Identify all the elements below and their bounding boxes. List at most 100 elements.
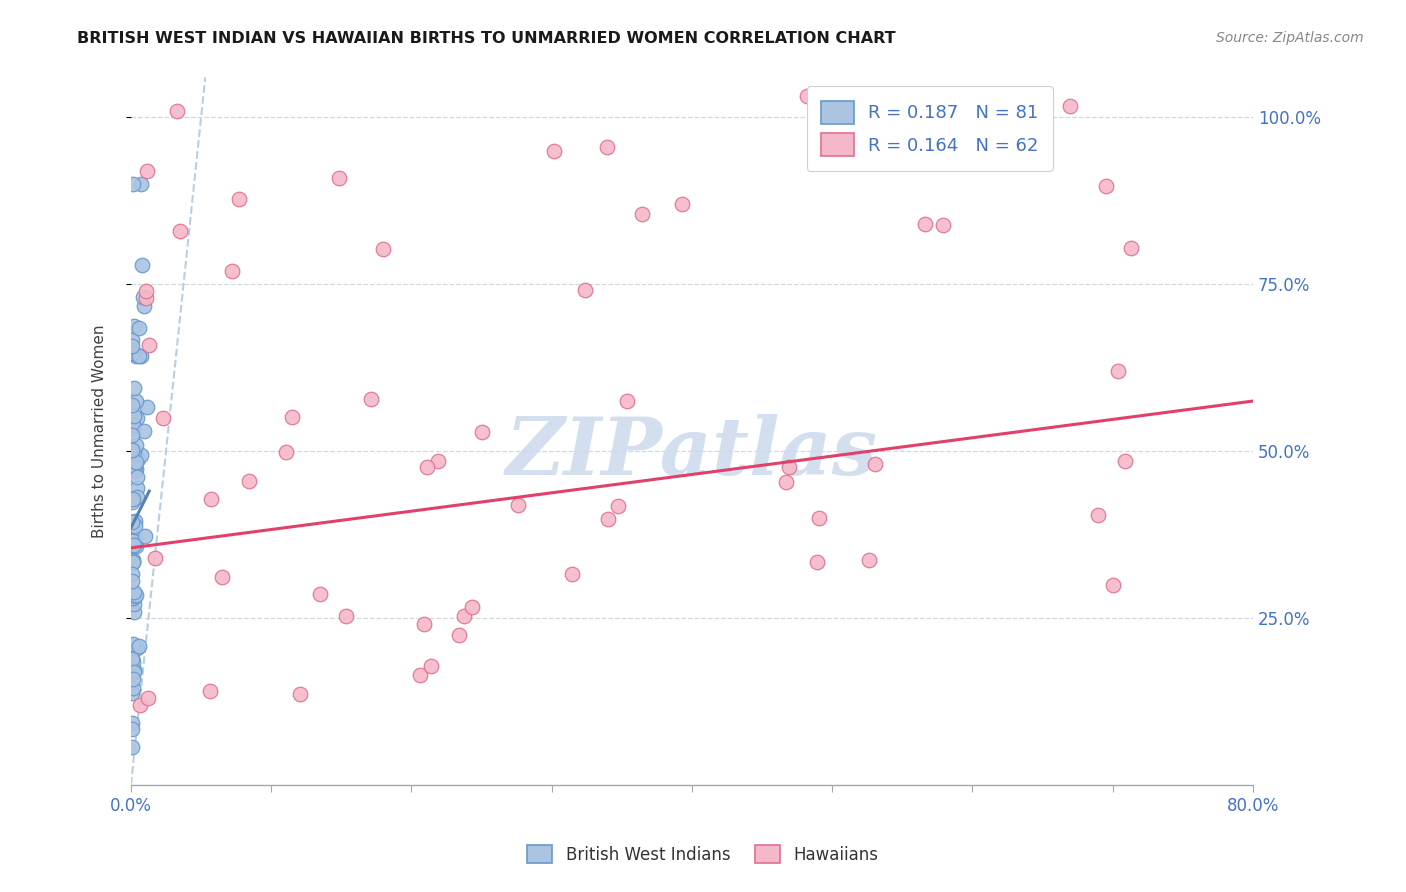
Point xyxy=(121,651,143,665)
Point xyxy=(863,457,886,471)
Point xyxy=(796,88,818,103)
Point xyxy=(134,529,156,543)
Point xyxy=(561,566,583,581)
Point xyxy=(121,686,143,700)
Point xyxy=(889,125,911,139)
Point xyxy=(129,349,152,363)
Point xyxy=(121,515,143,529)
Point xyxy=(132,289,155,303)
Point xyxy=(136,691,159,706)
Point xyxy=(125,490,148,504)
Point xyxy=(371,242,394,256)
Point xyxy=(122,665,145,679)
Point xyxy=(122,418,145,433)
Point xyxy=(121,567,143,582)
Point xyxy=(128,639,150,653)
Point xyxy=(129,698,152,712)
Point xyxy=(1059,99,1081,113)
Point xyxy=(671,197,693,211)
Point xyxy=(413,617,436,632)
Point xyxy=(129,448,152,462)
Point xyxy=(598,512,620,526)
Point xyxy=(152,411,174,425)
Legend: British West Indians, Hawaiians: British West Indians, Hawaiians xyxy=(520,838,886,871)
Point xyxy=(121,739,143,754)
Point xyxy=(124,464,146,478)
Point xyxy=(309,587,332,601)
Point xyxy=(135,284,157,298)
Text: Source: ZipAtlas.com: Source: ZipAtlas.com xyxy=(1216,31,1364,45)
Point xyxy=(409,668,432,682)
Point xyxy=(574,284,596,298)
Point xyxy=(807,511,830,525)
Point xyxy=(121,541,143,555)
Point xyxy=(122,637,145,651)
Point xyxy=(121,722,143,736)
Point xyxy=(121,652,143,666)
Point xyxy=(606,499,628,513)
Point xyxy=(596,140,619,154)
Point xyxy=(121,715,143,730)
Point xyxy=(778,460,800,475)
Point xyxy=(931,218,953,232)
Point xyxy=(143,551,166,566)
Point xyxy=(125,394,148,409)
Point xyxy=(274,445,297,459)
Point xyxy=(460,600,482,615)
Point xyxy=(122,655,145,669)
Point xyxy=(122,681,145,695)
Point xyxy=(211,570,233,584)
Point xyxy=(131,258,153,272)
Point xyxy=(925,128,948,142)
Point xyxy=(121,462,143,476)
Point xyxy=(122,318,145,333)
Legend: R = 0.187   N = 81, R = 0.164   N = 62: R = 0.187 N = 81, R = 0.164 N = 62 xyxy=(807,87,1053,170)
Point xyxy=(125,462,148,476)
Point xyxy=(335,608,357,623)
Point xyxy=(121,398,143,412)
Point xyxy=(221,264,243,278)
Point xyxy=(128,321,150,335)
Point xyxy=(121,664,143,678)
Point xyxy=(125,588,148,602)
Point xyxy=(121,346,143,360)
Point xyxy=(122,345,145,359)
Point xyxy=(616,394,638,409)
Point xyxy=(200,492,222,507)
Point xyxy=(127,411,149,425)
Point xyxy=(169,224,191,238)
Point xyxy=(122,535,145,549)
Point xyxy=(124,514,146,528)
Point xyxy=(427,454,450,468)
Point xyxy=(138,338,160,352)
Point xyxy=(136,164,159,178)
Point xyxy=(1119,241,1142,255)
Point xyxy=(122,444,145,458)
Point xyxy=(122,591,145,605)
Point xyxy=(136,400,159,414)
Point xyxy=(125,438,148,452)
Point xyxy=(122,381,145,395)
Point xyxy=(1101,577,1123,591)
Point xyxy=(1087,508,1109,522)
Point xyxy=(416,460,439,475)
Point xyxy=(122,538,145,552)
Point xyxy=(124,530,146,544)
Point xyxy=(122,553,145,567)
Point xyxy=(453,609,475,624)
Point xyxy=(281,409,304,424)
Point xyxy=(124,519,146,533)
Point xyxy=(128,350,150,364)
Point xyxy=(125,455,148,469)
Point xyxy=(121,672,143,686)
Point xyxy=(122,605,145,619)
Point xyxy=(121,555,143,569)
Point xyxy=(360,392,382,406)
Point xyxy=(121,491,143,506)
Point xyxy=(122,178,145,192)
Point xyxy=(122,663,145,677)
Point xyxy=(121,442,143,457)
Point xyxy=(1107,364,1129,378)
Point xyxy=(127,452,149,467)
Point xyxy=(121,495,143,509)
